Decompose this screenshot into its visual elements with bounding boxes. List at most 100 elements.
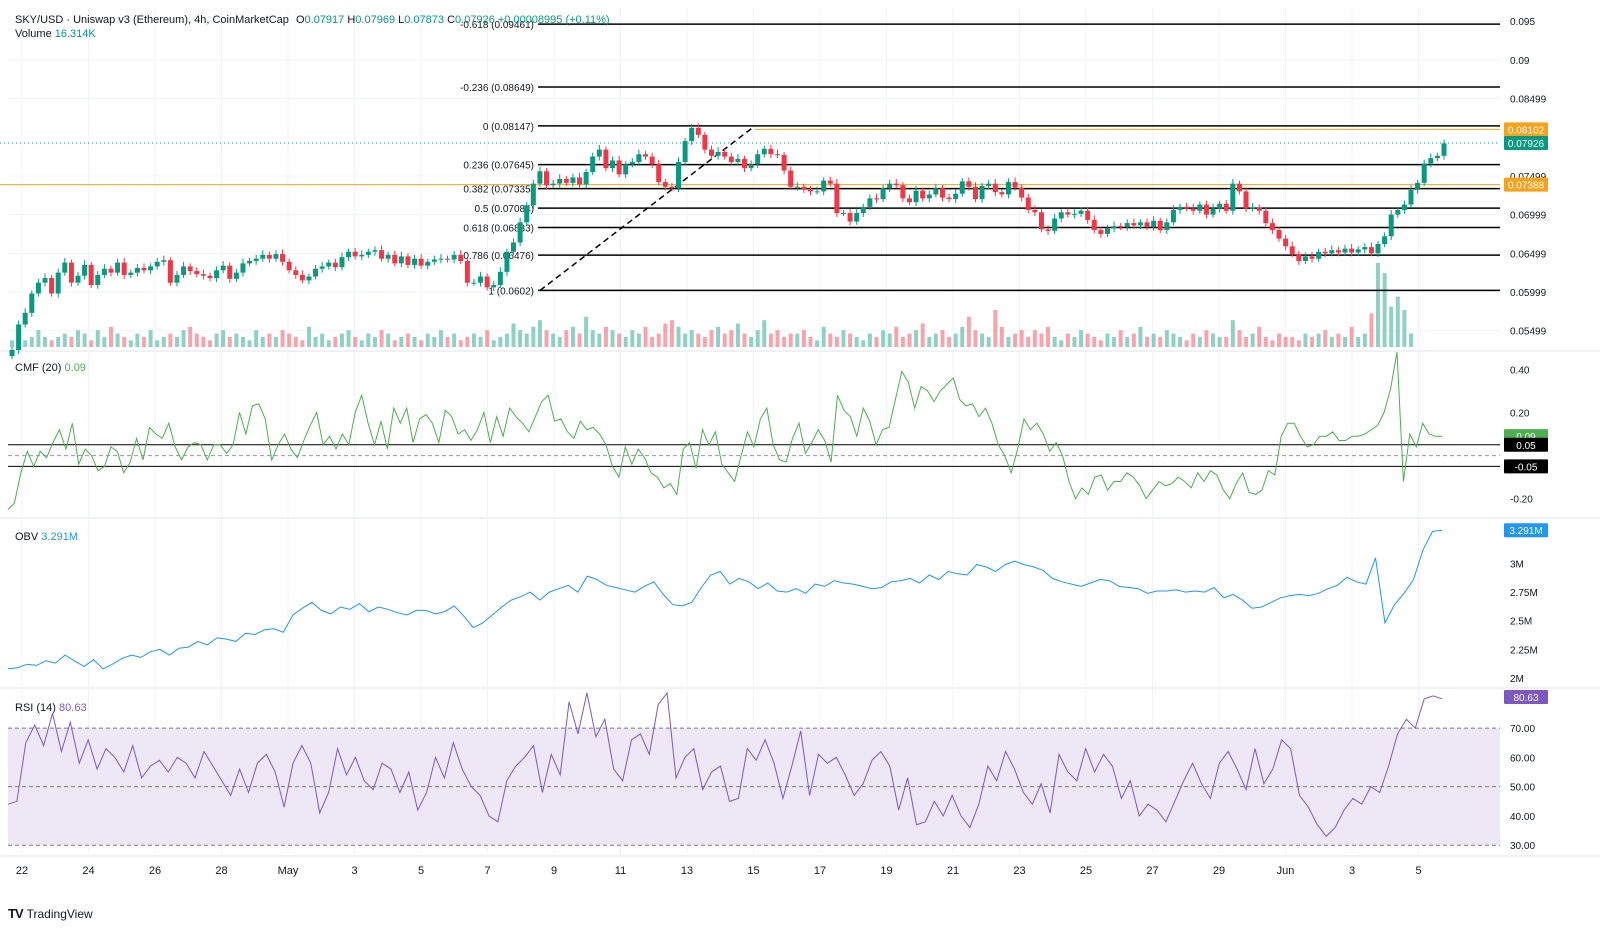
candle-body — [1025, 197, 1031, 210]
candle-body — [544, 171, 550, 186]
rsi-label: RSI (14) — [15, 702, 56, 714]
volume-bar — [867, 333, 872, 347]
candle-body — [741, 158, 747, 169]
volume-bar — [603, 326, 608, 347]
high-value: 0.07969 — [355, 14, 396, 26]
candle-body — [458, 254, 464, 262]
open-value: 0.07917 — [304, 14, 345, 26]
volume-bar — [656, 333, 661, 347]
candle-body — [1157, 220, 1163, 231]
candle-body — [1289, 246, 1295, 255]
candle-body — [834, 183, 840, 214]
candle-body — [1217, 203, 1223, 209]
volume-bar — [168, 333, 173, 347]
x-tick-label: 15 — [747, 865, 759, 877]
candle-body — [530, 183, 536, 206]
volume-bar — [1290, 336, 1295, 347]
candle-body — [359, 254, 365, 257]
volume-bar — [174, 336, 179, 347]
volume-bar — [1244, 336, 1249, 347]
volume-bar — [953, 333, 958, 347]
obv-y-tick-label: 2.5M — [1510, 617, 1532, 628]
candle-body — [1038, 212, 1044, 230]
candle-body — [887, 183, 893, 189]
candle-body — [1197, 204, 1203, 211]
candle-body — [1283, 238, 1289, 247]
candle-body — [220, 265, 226, 271]
volume-bar — [23, 340, 28, 347]
candle-body — [1058, 212, 1064, 219]
rsi-badge: 80.63 — [1513, 693, 1538, 704]
volume-bar — [524, 333, 529, 347]
volume-bar — [570, 326, 575, 347]
candle-body — [643, 154, 649, 157]
rsi-y-tick-label: 50.00 — [1510, 783, 1535, 794]
candle-body — [860, 206, 866, 214]
volume-bar — [412, 336, 417, 347]
candle-body — [29, 293, 35, 313]
volume-bar — [1257, 326, 1262, 347]
candle-body — [491, 285, 497, 288]
y-tick-label: 0.05999 — [1510, 288, 1547, 299]
candle-body — [82, 264, 88, 276]
candle-body — [286, 261, 292, 271]
volume-bar — [1131, 333, 1136, 347]
volume-bar — [663, 323, 668, 347]
volume-bar — [399, 336, 404, 347]
x-tick-label: 9 — [551, 865, 557, 877]
volume-bar — [445, 336, 450, 347]
x-tick-label: 23 — [1013, 865, 1025, 877]
volume-bar — [848, 333, 853, 347]
candle-body — [1230, 183, 1236, 211]
cmf-y-tick-label: 0.20 — [1510, 408, 1530, 419]
volume-bar — [775, 330, 780, 347]
candle-body — [900, 185, 906, 199]
volume-bar — [742, 333, 747, 347]
candle-body — [484, 276, 490, 288]
tradingview-logo[interactable]: TV TradingView — [8, 906, 93, 921]
volume-bar — [280, 330, 285, 347]
symbol-title: SKY/USD · Uniswap v3 (Ethereum), 4h, Coi… — [15, 14, 289, 26]
candle-body — [1170, 209, 1176, 223]
x-tick-label: 26 — [149, 865, 161, 877]
volume-bar — [907, 333, 912, 347]
volume-bar — [359, 340, 364, 347]
candle-body — [1441, 143, 1447, 156]
volume-bar — [372, 336, 377, 347]
candle-body — [95, 274, 101, 286]
volume-bar — [1409, 333, 1414, 347]
x-tick-label: 7 — [484, 865, 490, 877]
candle-body — [504, 251, 510, 272]
candle-body — [715, 151, 721, 156]
volume-bar — [1052, 336, 1057, 347]
volume-bar — [69, 336, 74, 347]
candle-body — [1375, 243, 1381, 254]
candle-body — [1203, 204, 1209, 215]
fib-level-label: 0 (0.08147) — [483, 122, 534, 133]
candle-body — [1131, 223, 1137, 226]
volume-bar — [339, 333, 344, 347]
volume-bar — [504, 333, 509, 347]
volume-bar — [42, 336, 47, 347]
volume-bar — [834, 336, 839, 347]
open-label: O — [295, 14, 305, 26]
volume-bar — [1389, 306, 1394, 347]
candle-body — [577, 177, 583, 185]
candle-body — [62, 262, 68, 273]
volume-bar — [392, 340, 397, 347]
x-tick-label: 17 — [814, 865, 826, 877]
tradingview-logo-icon: TV — [8, 906, 24, 921]
volume-bar — [531, 326, 536, 347]
candle-body — [339, 257, 345, 268]
volume-bar — [1046, 326, 1051, 347]
volume-bar — [267, 333, 272, 347]
candle-body — [313, 268, 319, 277]
cmf-line — [7, 351, 1442, 510]
rsi-badge-bg — [1504, 689, 1548, 704]
y-tick-label: 0.09 — [1510, 56, 1530, 67]
candle-body — [689, 127, 695, 142]
price-badge: 0.08102 — [1508, 125, 1545, 136]
candle-body — [1124, 223, 1130, 227]
volume-bar — [194, 333, 199, 347]
